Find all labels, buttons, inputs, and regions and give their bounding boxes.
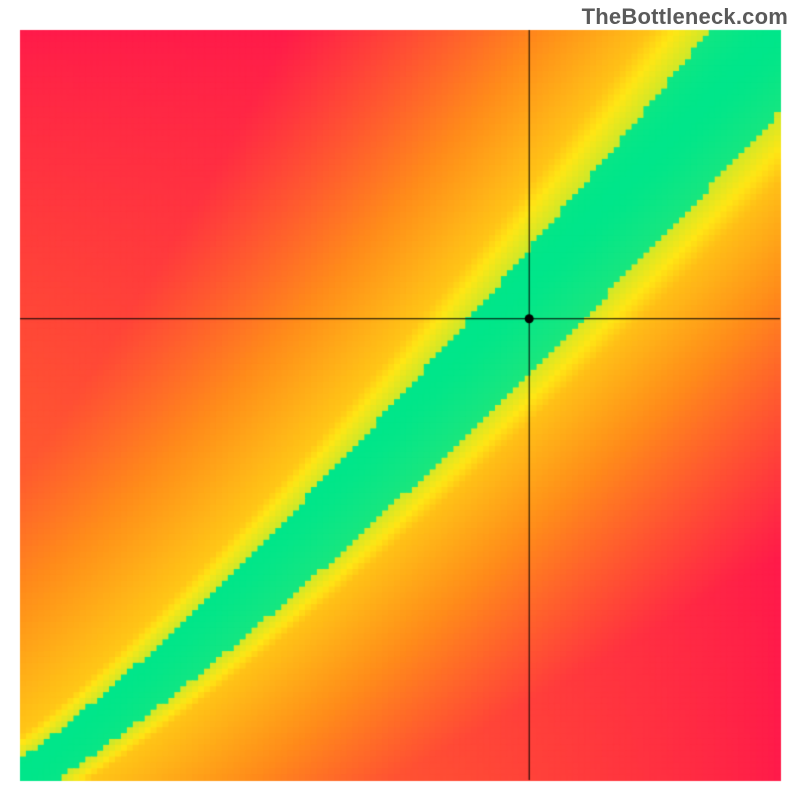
bottleneck-heatmap [0,0,800,800]
chart-container: TheBottleneck.com [0,0,800,800]
watermark-text: TheBottleneck.com [582,4,788,30]
